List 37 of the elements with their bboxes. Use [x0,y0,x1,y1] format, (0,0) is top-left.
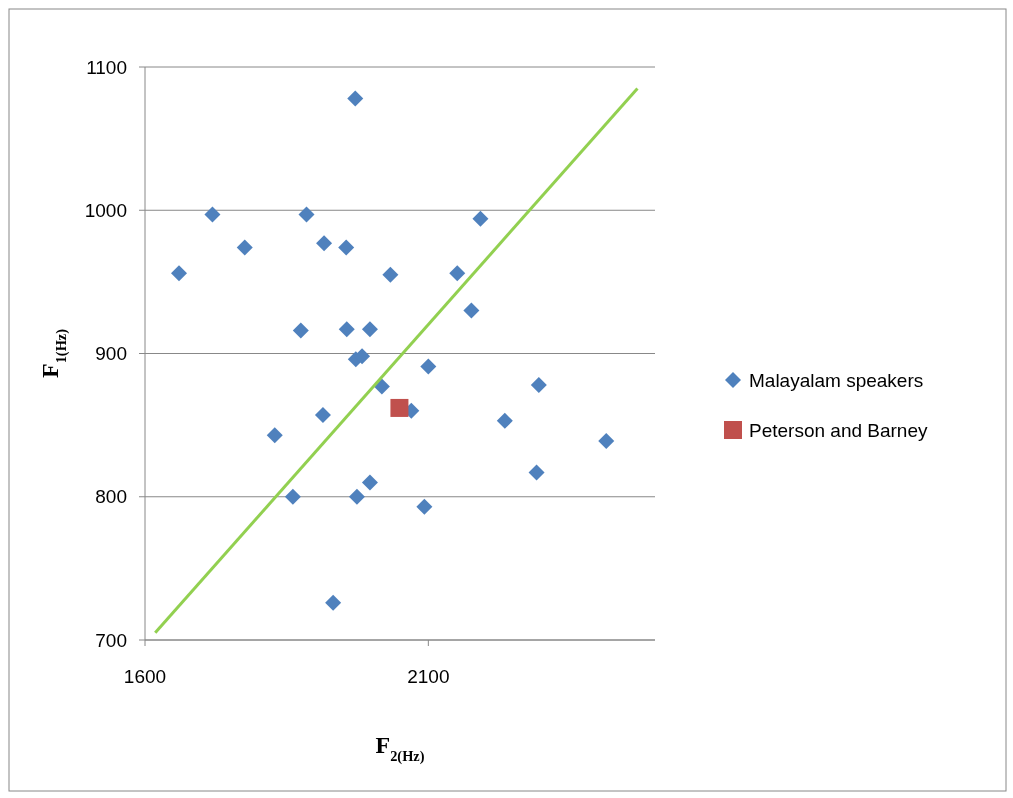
point [314,407,331,424]
y-tick-label: 1000 [84,199,127,221]
point [361,321,378,338]
point [284,488,301,505]
point [347,90,364,107]
y-tick-label: 800 [95,486,127,508]
point [463,302,480,319]
point [171,265,187,282]
point [449,265,466,282]
x-tick-label: 1600 [123,666,167,687]
point [496,412,513,429]
point [316,235,333,252]
point [325,594,342,611]
point [338,239,355,256]
y-tick-label: 700 [95,629,127,651]
legend-label: Peterson and Barney [749,419,929,441]
point [338,321,355,338]
point [528,464,545,481]
point [292,322,309,339]
point [472,210,489,227]
point [236,239,253,256]
point [348,488,365,505]
point [390,398,409,417]
legend-label: Malayalam speakers [749,369,924,391]
point [298,206,315,223]
point [416,498,433,515]
y-tick-label: 1100 [86,56,127,78]
point [420,358,437,375]
x-tick-label: 2100 [407,666,450,687]
x-axis-title: F$_{2(Hz)}$ [375,732,425,765]
y-tick-label: 900 [95,343,127,365]
point [530,377,547,394]
point [361,474,378,491]
point [266,427,283,444]
point [598,432,615,449]
point [382,266,399,283]
point [204,206,221,223]
